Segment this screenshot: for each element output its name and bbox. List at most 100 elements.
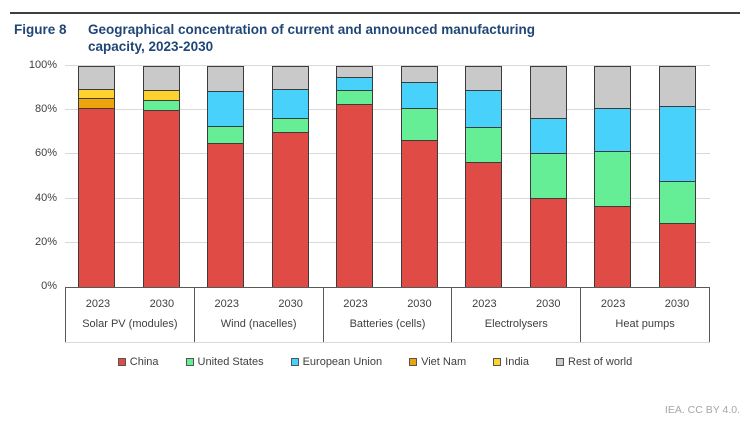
bar-electrolysers-2023 xyxy=(465,66,502,287)
bar-group-electrolysers xyxy=(452,66,581,287)
segment-united-states xyxy=(336,90,373,104)
segment-united-states xyxy=(659,180,696,223)
bar-wind-nacelles-2030 xyxy=(272,66,309,287)
legend-item-united-states: United States xyxy=(185,356,264,368)
segment-china xyxy=(594,206,631,287)
legend-item-viet-nam: Viet Nam xyxy=(409,356,466,368)
year-label-2023: 2023 xyxy=(85,298,111,310)
figure-title: Geographical concentration of current an… xyxy=(88,22,536,54)
bar-group-wind-nacelles xyxy=(194,66,323,287)
segment-rest-of-world xyxy=(530,66,567,118)
segment-united-states xyxy=(401,108,438,141)
plot-area xyxy=(65,65,710,287)
segment-rest-of-world xyxy=(465,66,502,91)
segment-india xyxy=(143,90,180,101)
legend-label-european-union: European Union xyxy=(302,356,383,368)
y-tick-label-80: 80% xyxy=(34,103,57,116)
year-label-2023: 2023 xyxy=(472,298,497,310)
bar-electrolysers-2030 xyxy=(530,66,567,287)
bar-solar-pv-modules-2023 xyxy=(78,66,115,287)
segment-rest-of-world xyxy=(401,66,438,82)
segment-united-states xyxy=(272,117,309,133)
segment-united-states xyxy=(465,126,502,163)
legend-swatch-china xyxy=(117,358,126,366)
segment-china xyxy=(336,103,373,287)
segment-european-union xyxy=(659,105,696,181)
x-group-cell-electrolysers: 2023 2030 Electrolysers xyxy=(451,288,580,342)
years-row: 2023 2030 xyxy=(66,288,194,316)
category-label-electrolysers: Electrolysers xyxy=(484,318,548,330)
years-row: 2023 2030 xyxy=(324,288,452,316)
year-label-2030: 2030 xyxy=(664,298,690,310)
segment-rest-of-world xyxy=(207,66,244,92)
legend-item-china: China xyxy=(117,356,159,368)
segment-rest-of-world xyxy=(78,66,115,90)
segment-european-union xyxy=(465,90,502,127)
segment-rest-of-world xyxy=(143,66,180,91)
legend-item-european-union: European Union xyxy=(290,356,383,368)
years-row: 2023 2030 xyxy=(452,288,580,316)
figure-number: Figure 8 xyxy=(14,22,67,37)
segment-china xyxy=(659,222,696,287)
bar-group-solar-pv-modules xyxy=(65,66,194,287)
legend-swatch-united-states xyxy=(185,358,194,366)
segment-united-states xyxy=(530,153,567,198)
bar-solar-pv-modules-2030 xyxy=(143,66,180,287)
legend-label-india: India xyxy=(505,356,529,368)
y-tick-label-20: 20% xyxy=(34,235,57,248)
category-label-wind-nacelles: Wind (nacelles) xyxy=(220,318,297,330)
y-tick-label-100: 100% xyxy=(28,59,57,71)
bar-wind-nacelles-2023 xyxy=(207,66,244,287)
credit-text: IEA. CC BY 4.0. xyxy=(664,404,740,416)
category-label-solar-pv-modules: Solar PV (modules) xyxy=(82,318,178,330)
bar-heat-pumps-2023 xyxy=(594,66,631,287)
segment-united-states xyxy=(143,100,180,111)
segment-european-union xyxy=(594,108,631,152)
segment-european-union xyxy=(401,81,438,109)
segment-china xyxy=(530,197,567,287)
legend-item-rest-of-world: Rest of world xyxy=(556,356,632,368)
gridline-100pct xyxy=(65,65,710,66)
x-group-cell-solar-pv-modules: 2023 2030 Solar PV (modules) xyxy=(65,288,194,342)
bar-group-heat-pumps xyxy=(581,66,710,287)
year-label-2023: 2023 xyxy=(214,298,239,310)
years-row: 2023 2030 xyxy=(195,288,323,316)
segment-china xyxy=(78,108,115,287)
legend-label-rest-of-world: Rest of world xyxy=(568,356,633,368)
legend-swatch-european-union xyxy=(290,358,299,366)
segment-viet-nam xyxy=(78,98,115,108)
y-tick-label-60: 60% xyxy=(34,147,57,160)
bar-batteries-cells-2023 xyxy=(336,66,373,287)
year-label-2030: 2030 xyxy=(535,298,561,310)
year-label-2023: 2023 xyxy=(600,298,626,310)
x-axis-label-box: 2023 2030 Solar PV (modules) 2023 2030 Wind (… xyxy=(65,287,710,343)
legend-item-india: India xyxy=(493,356,529,368)
bar-heat-pumps-2030 xyxy=(659,66,696,287)
years-row: 2023 2030 xyxy=(581,288,709,316)
bar-group-batteries-cells xyxy=(323,66,452,287)
segment-rest-of-world xyxy=(272,66,309,90)
figure-header: Figure 8 Geographical concentration of c… xyxy=(14,21,740,55)
legend-label-china: China xyxy=(129,356,159,368)
plot-column: 2023 2030 Solar PV (modules) 2023 2030 Wind (… xyxy=(65,65,710,343)
x-group-cell-wind-nacelles: 2023 2030 Wind (nacelles) xyxy=(193,288,323,342)
year-label-2023: 2023 xyxy=(343,298,368,310)
header-rule xyxy=(10,12,740,14)
chart-legend: China United States European Union Viet Nam… xyxy=(0,356,750,368)
segment-rest-of-world xyxy=(659,66,696,106)
stacked-bar-chart: 0% 20% 40% 60% 80% 100% 2023 2030 Solar PV (mod… xyxy=(10,59,750,343)
bar-batteries-cells-2030 xyxy=(401,66,438,287)
segment-united-states xyxy=(594,151,631,207)
segment-india xyxy=(78,89,115,99)
segment-united-states xyxy=(207,125,244,144)
gridline-60pct xyxy=(65,153,710,155)
year-label-2030: 2030 xyxy=(407,298,432,310)
gridline-40pct xyxy=(65,197,710,199)
segment-rest-of-world xyxy=(336,66,373,78)
segment-china xyxy=(401,140,438,287)
segment-china xyxy=(143,110,180,287)
y-axis: 0% 20% 40% 60% 80% 100% xyxy=(10,59,65,292)
category-label-heat-pumps: Heat pumps xyxy=(615,318,675,330)
segment-european-union xyxy=(530,117,567,154)
